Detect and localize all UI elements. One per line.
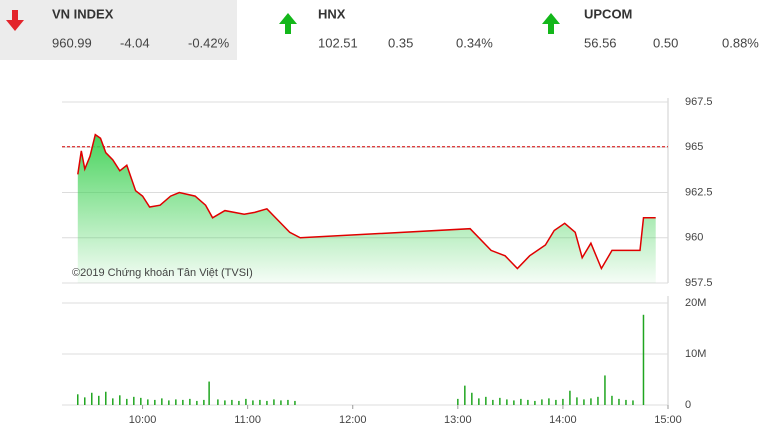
volume-bar (208, 381, 210, 405)
volume-bar (119, 395, 121, 405)
y-tick-label: 967.5 (685, 96, 713, 108)
index-change: 0.50 (653, 35, 678, 50)
volume-bar (168, 400, 170, 405)
volume-bar (147, 399, 149, 405)
y-tick-label: 20M (685, 297, 706, 309)
x-tick-label: 12:00 (339, 414, 367, 426)
price-area (77, 134, 656, 283)
index-percent: 0.34% (456, 35, 493, 50)
volume-bar (98, 395, 100, 405)
volume-bar (611, 395, 613, 405)
volume-bar (513, 400, 515, 405)
volume-bar (576, 397, 578, 405)
index-value: 102.51 (318, 35, 358, 50)
volume-bar (618, 398, 620, 405)
volume-bar (457, 398, 459, 405)
volume-bar (562, 398, 564, 405)
x-tick-label: 14:00 (549, 414, 577, 426)
volume-bar (77, 394, 79, 405)
volume-bar (252, 400, 254, 405)
volume-bar (126, 398, 128, 405)
volume-bar (84, 397, 86, 405)
volume-bar (133, 396, 135, 405)
volume-bar (266, 400, 268, 405)
volume-bar (478, 398, 480, 405)
y-tick-label: 960 (685, 232, 703, 244)
volume-bar (590, 398, 592, 405)
index-value: 56.56 (584, 35, 617, 50)
volume-bar (541, 399, 543, 405)
y-tick-label: 965 (685, 141, 703, 153)
price-line (77, 133, 656, 271)
volume-bar (161, 398, 163, 405)
volume-bar (287, 399, 289, 405)
volume-bar (625, 399, 627, 405)
volume-bar (105, 391, 107, 405)
watermark: ©2019 Chứng khoán Tân Việt (TVSI) (72, 267, 253, 279)
volume-bar (632, 400, 634, 405)
y-tick-label: 10M (685, 348, 706, 360)
volume-bar (238, 400, 240, 405)
volume-bar (245, 398, 247, 405)
volume-bar (154, 399, 156, 405)
volume-bar (464, 385, 466, 405)
index-name: VN INDEX (52, 6, 114, 21)
index-change: 0.35 (388, 35, 413, 50)
x-tick-label: 11:00 (234, 414, 261, 426)
volume-bar (555, 399, 557, 405)
volume-bar (231, 399, 233, 405)
index-value: 960.99 (52, 35, 92, 50)
volume-bar (280, 400, 282, 405)
direction-arrow (6, 10, 24, 31)
volume-bar (520, 398, 522, 405)
volume-bar (182, 399, 184, 405)
index-name: HNX (318, 6, 346, 21)
y-tick-label: 957.5 (685, 277, 713, 289)
volume-bar (217, 399, 219, 405)
volume-bar (112, 398, 114, 405)
volume-bar (548, 398, 550, 405)
index-change: -4.04 (120, 35, 150, 50)
volume-bar (527, 399, 529, 405)
volume-bar (534, 400, 536, 405)
y-tick-label: 0 (685, 399, 691, 411)
volume-bar (506, 399, 508, 405)
index-name: UPCOM (584, 6, 632, 21)
volume-bar (140, 397, 142, 405)
volume-bar (597, 396, 599, 405)
y-tick-label: 962.5 (685, 186, 713, 198)
direction-arrow (279, 13, 297, 34)
volume-bar (471, 392, 473, 405)
volume-bar (499, 397, 501, 405)
volume-bar (583, 399, 585, 405)
volume-bar (569, 390, 571, 405)
volume-bar (642, 314, 645, 405)
volume-bar (203, 399, 205, 405)
index-percent: 0.88% (722, 35, 759, 50)
volume-bar (273, 399, 275, 405)
volume-bar (259, 399, 261, 405)
volume-bar (224, 400, 226, 405)
x-tick-label: 15:00 (654, 414, 682, 426)
x-tick-label: 13:00 (444, 414, 472, 426)
volume-bar (604, 375, 606, 405)
volume-bar (492, 399, 494, 405)
direction-arrow (542, 13, 560, 34)
volume-bar (485, 396, 487, 405)
volume-bar (294, 400, 296, 405)
volume-bar (91, 392, 93, 405)
x-tick-label: 10:00 (129, 414, 157, 426)
volume-bar (196, 400, 198, 405)
index-percent: -0.42% (188, 35, 230, 50)
active-panel (0, 0, 237, 60)
volume-bar (175, 399, 177, 405)
volume-bar (189, 398, 191, 405)
